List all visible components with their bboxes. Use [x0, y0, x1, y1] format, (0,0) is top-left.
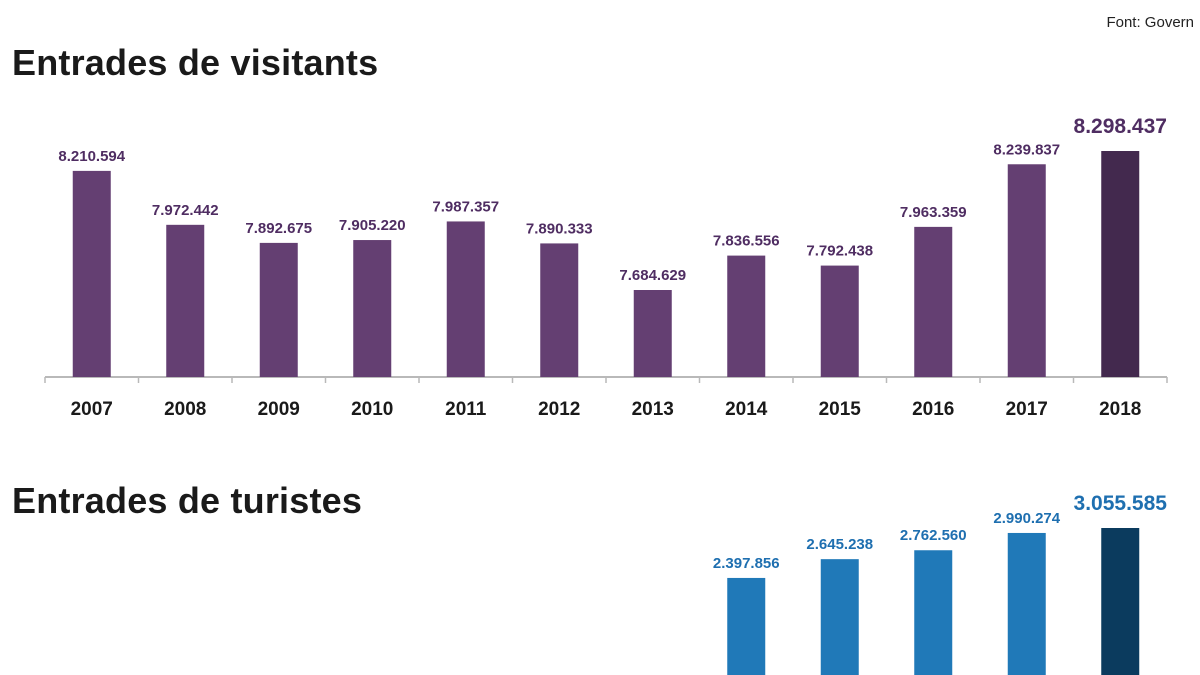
bar-tourists-2016 — [914, 550, 953, 675]
x-tick-label-2018: 2018 — [1099, 399, 1141, 420]
bar-tourists-2014 — [727, 577, 766, 675]
data-label-visitors-2013: 7.684.629 — [619, 267, 686, 284]
data-label-visitors-2011: 7.987.357 — [432, 198, 499, 215]
data-label-tourists-2018: 3.055.585 — [1074, 492, 1168, 515]
bar-visitors-2015 — [820, 265, 859, 377]
bar-visitors-2007 — [72, 170, 111, 377]
data-label-visitors-2009: 7.892.675 — [245, 220, 312, 237]
bar-tourists-2017 — [1007, 532, 1046, 675]
data-label-visitors-2012: 7.890.333 — [526, 220, 593, 237]
x-tick-label-2011: 2011 — [445, 399, 487, 420]
chart-title-tourists: Entrades de turistes — [12, 480, 363, 521]
bar-visitors-2017 — [1007, 164, 1046, 377]
bar-tourists-2015 — [820, 559, 859, 675]
data-label-visitors-2014: 7.836.556 — [713, 233, 780, 250]
data-label-visitors-2018: 8.298.437 — [1074, 115, 1167, 138]
data-label-tourists-2016: 2.762.560 — [900, 527, 967, 544]
x-tick-label-2012: 2012 — [538, 399, 580, 420]
x-tick-label-2007: 2007 — [71, 399, 113, 420]
bar-visitors-2012 — [540, 243, 579, 377]
bar-visitors-2010 — [353, 240, 392, 377]
bar-visitors-2014 — [727, 255, 766, 377]
bar-tourists-2018 — [1101, 528, 1140, 675]
bar-visitors-2016 — [914, 226, 953, 377]
data-label-visitors-2010: 7.905.220 — [339, 217, 406, 234]
bar-visitors-2011 — [446, 221, 485, 377]
data-label-visitors-2007: 8.210.594 — [58, 148, 125, 165]
data-label-visitors-2016: 7.963.359 — [900, 204, 967, 221]
data-label-tourists-2014: 2.397.856 — [713, 555, 780, 572]
x-tick-label-2013: 2013 — [632, 399, 674, 420]
bar-visitors-2013 — [633, 290, 672, 377]
x-tick-label-2008: 2008 — [164, 399, 206, 420]
bar-visitors-2018 — [1101, 151, 1140, 377]
x-tick-label-2015: 2015 — [819, 399, 862, 420]
x-tick-label-2017: 2017 — [1006, 399, 1048, 420]
x-tick-label-2014: 2014 — [725, 399, 768, 420]
data-label-visitors-2017: 8.239.837 — [993, 141, 1060, 158]
chart-title-visitors: Entrades de visitants — [12, 42, 379, 83]
data-label-tourists-2017: 2.990.274 — [993, 510, 1060, 527]
data-label-tourists-2015: 2.645.238 — [806, 536, 873, 553]
x-tick-label-2009: 2009 — [258, 399, 300, 420]
bar-visitors-2008 — [166, 224, 205, 377]
x-tick-label-2010: 2010 — [351, 399, 393, 420]
data-label-visitors-2015: 7.792.438 — [806, 243, 873, 260]
source-label: Font: Govern — [1106, 14, 1194, 31]
x-tick-label-2016: 2016 — [912, 399, 954, 420]
data-label-visitors-2008: 7.972.442 — [152, 202, 219, 219]
bar-visitors-2009 — [259, 242, 298, 377]
